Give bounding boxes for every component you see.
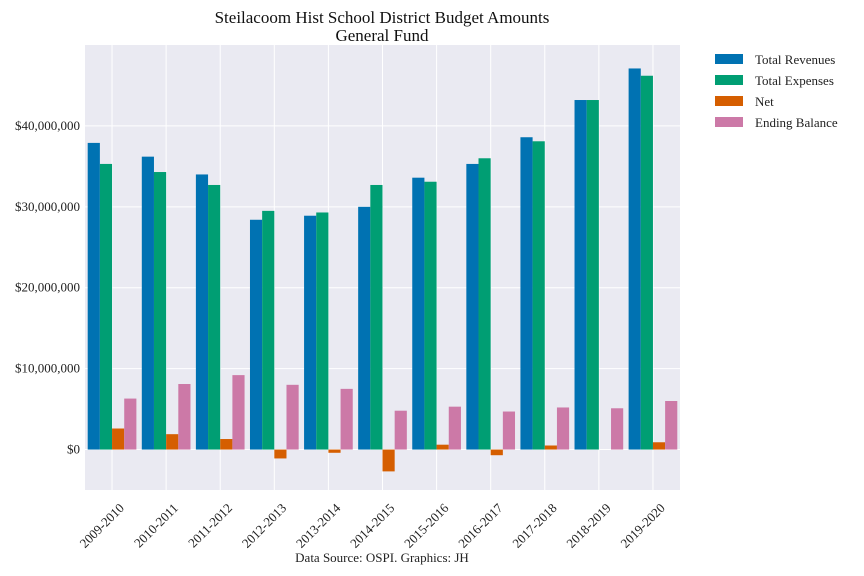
bar-total-revenues xyxy=(412,177,425,450)
bar-net xyxy=(328,449,341,453)
bar-total-revenues xyxy=(141,156,154,450)
bar-total-revenues xyxy=(466,163,479,450)
bar-ending-balance xyxy=(178,384,191,450)
legend: Total Revenues Total Expenses Net Ending Ba… xyxy=(715,52,838,130)
y-tick-label: $40,000,000 xyxy=(15,118,80,133)
x-tick-label: 2019-2020 xyxy=(617,500,667,550)
bar-net xyxy=(544,445,557,450)
bar-ending-balance xyxy=(665,401,678,450)
y-tick-label: $10,000,000 xyxy=(15,361,80,376)
x-tick-label: 2011-2012 xyxy=(185,500,235,550)
bar-ending-balance xyxy=(394,410,407,450)
bar-ending-balance xyxy=(124,398,137,450)
bar-total-expenses xyxy=(424,181,437,450)
x-tick-label: 2012-2013 xyxy=(239,500,289,550)
bar-net xyxy=(220,439,233,450)
bar-total-revenues xyxy=(628,68,641,450)
bar-net xyxy=(436,444,449,450)
bar-total-revenues xyxy=(574,100,587,450)
x-tick-label: 2015-2016 xyxy=(401,500,452,551)
legend-swatch xyxy=(715,117,743,127)
bar-total-expenses xyxy=(370,184,383,450)
bar-ending-balance xyxy=(448,406,461,450)
x-tick-labels: 2009-2010 2010-2011 2011-2012 2012-2013 2013… xyxy=(77,500,668,551)
bar-net xyxy=(652,442,666,450)
x-tick-label: 2014-2015 xyxy=(347,500,397,550)
bar-ending-balance xyxy=(611,408,624,450)
bar-total-expenses xyxy=(99,163,113,450)
y-tick-label: $20,000,000 xyxy=(15,280,80,295)
bar-net xyxy=(490,449,503,456)
x-tick-label: 2017-2018 xyxy=(509,500,559,550)
y-tick-labels: $0 $10,000,000 $20,000,000 $30,000,000 $40,0… xyxy=(15,118,80,457)
x-tick-label: 2010-2011 xyxy=(131,500,181,550)
legend-label: Total Revenues xyxy=(755,52,835,67)
legend-swatch xyxy=(715,75,743,85)
bar-net xyxy=(112,428,125,450)
legend-label: Net xyxy=(755,94,774,109)
bar-total-expenses xyxy=(208,184,221,450)
bar-net xyxy=(382,449,395,472)
bar-total-revenues xyxy=(358,206,371,450)
bar-total-expenses xyxy=(262,210,275,450)
bar-ending-balance xyxy=(502,411,516,450)
bar-total-revenues xyxy=(304,215,317,450)
legend-swatch xyxy=(715,96,743,106)
chart-title: Steilacoom Hist School District Budget A… xyxy=(215,8,550,27)
chart-subtitle: General Fund xyxy=(335,26,429,45)
bar-total-expenses xyxy=(153,172,167,450)
x-tick-label: 2013-2014 xyxy=(293,500,344,551)
source-note: Data Source: OSPI. Graphics: JH xyxy=(295,550,469,565)
bar-net xyxy=(274,449,287,459)
legend-label: Ending Balance xyxy=(755,115,838,130)
bar-ending-balance xyxy=(232,375,245,450)
bar-total-expenses xyxy=(640,75,653,450)
x-tick-label: 2016-2017 xyxy=(455,500,506,551)
y-tick-label: $30,000,000 xyxy=(15,199,80,214)
y-tick-label: $0 xyxy=(67,442,80,457)
bar-total-revenues xyxy=(195,174,209,450)
bar-ending-balance xyxy=(286,384,299,450)
bar-net xyxy=(166,434,179,450)
bar-total-revenues xyxy=(249,219,263,450)
bar-total-expenses xyxy=(478,158,491,450)
bar-ending-balance xyxy=(340,388,353,450)
bar-total-expenses xyxy=(532,141,545,450)
x-tick-label: 2009-2010 xyxy=(77,500,127,550)
x-tick-label: 2018-2019 xyxy=(563,500,613,550)
bar-total-expenses xyxy=(586,100,599,450)
legend-swatch xyxy=(715,54,743,64)
bar-total-expenses xyxy=(316,212,329,450)
bar-ending-balance xyxy=(556,407,570,450)
bar-total-revenues xyxy=(87,142,100,450)
bar-total-revenues xyxy=(520,137,533,450)
legend-label: Total Expenses xyxy=(755,73,834,88)
bars xyxy=(87,68,678,472)
